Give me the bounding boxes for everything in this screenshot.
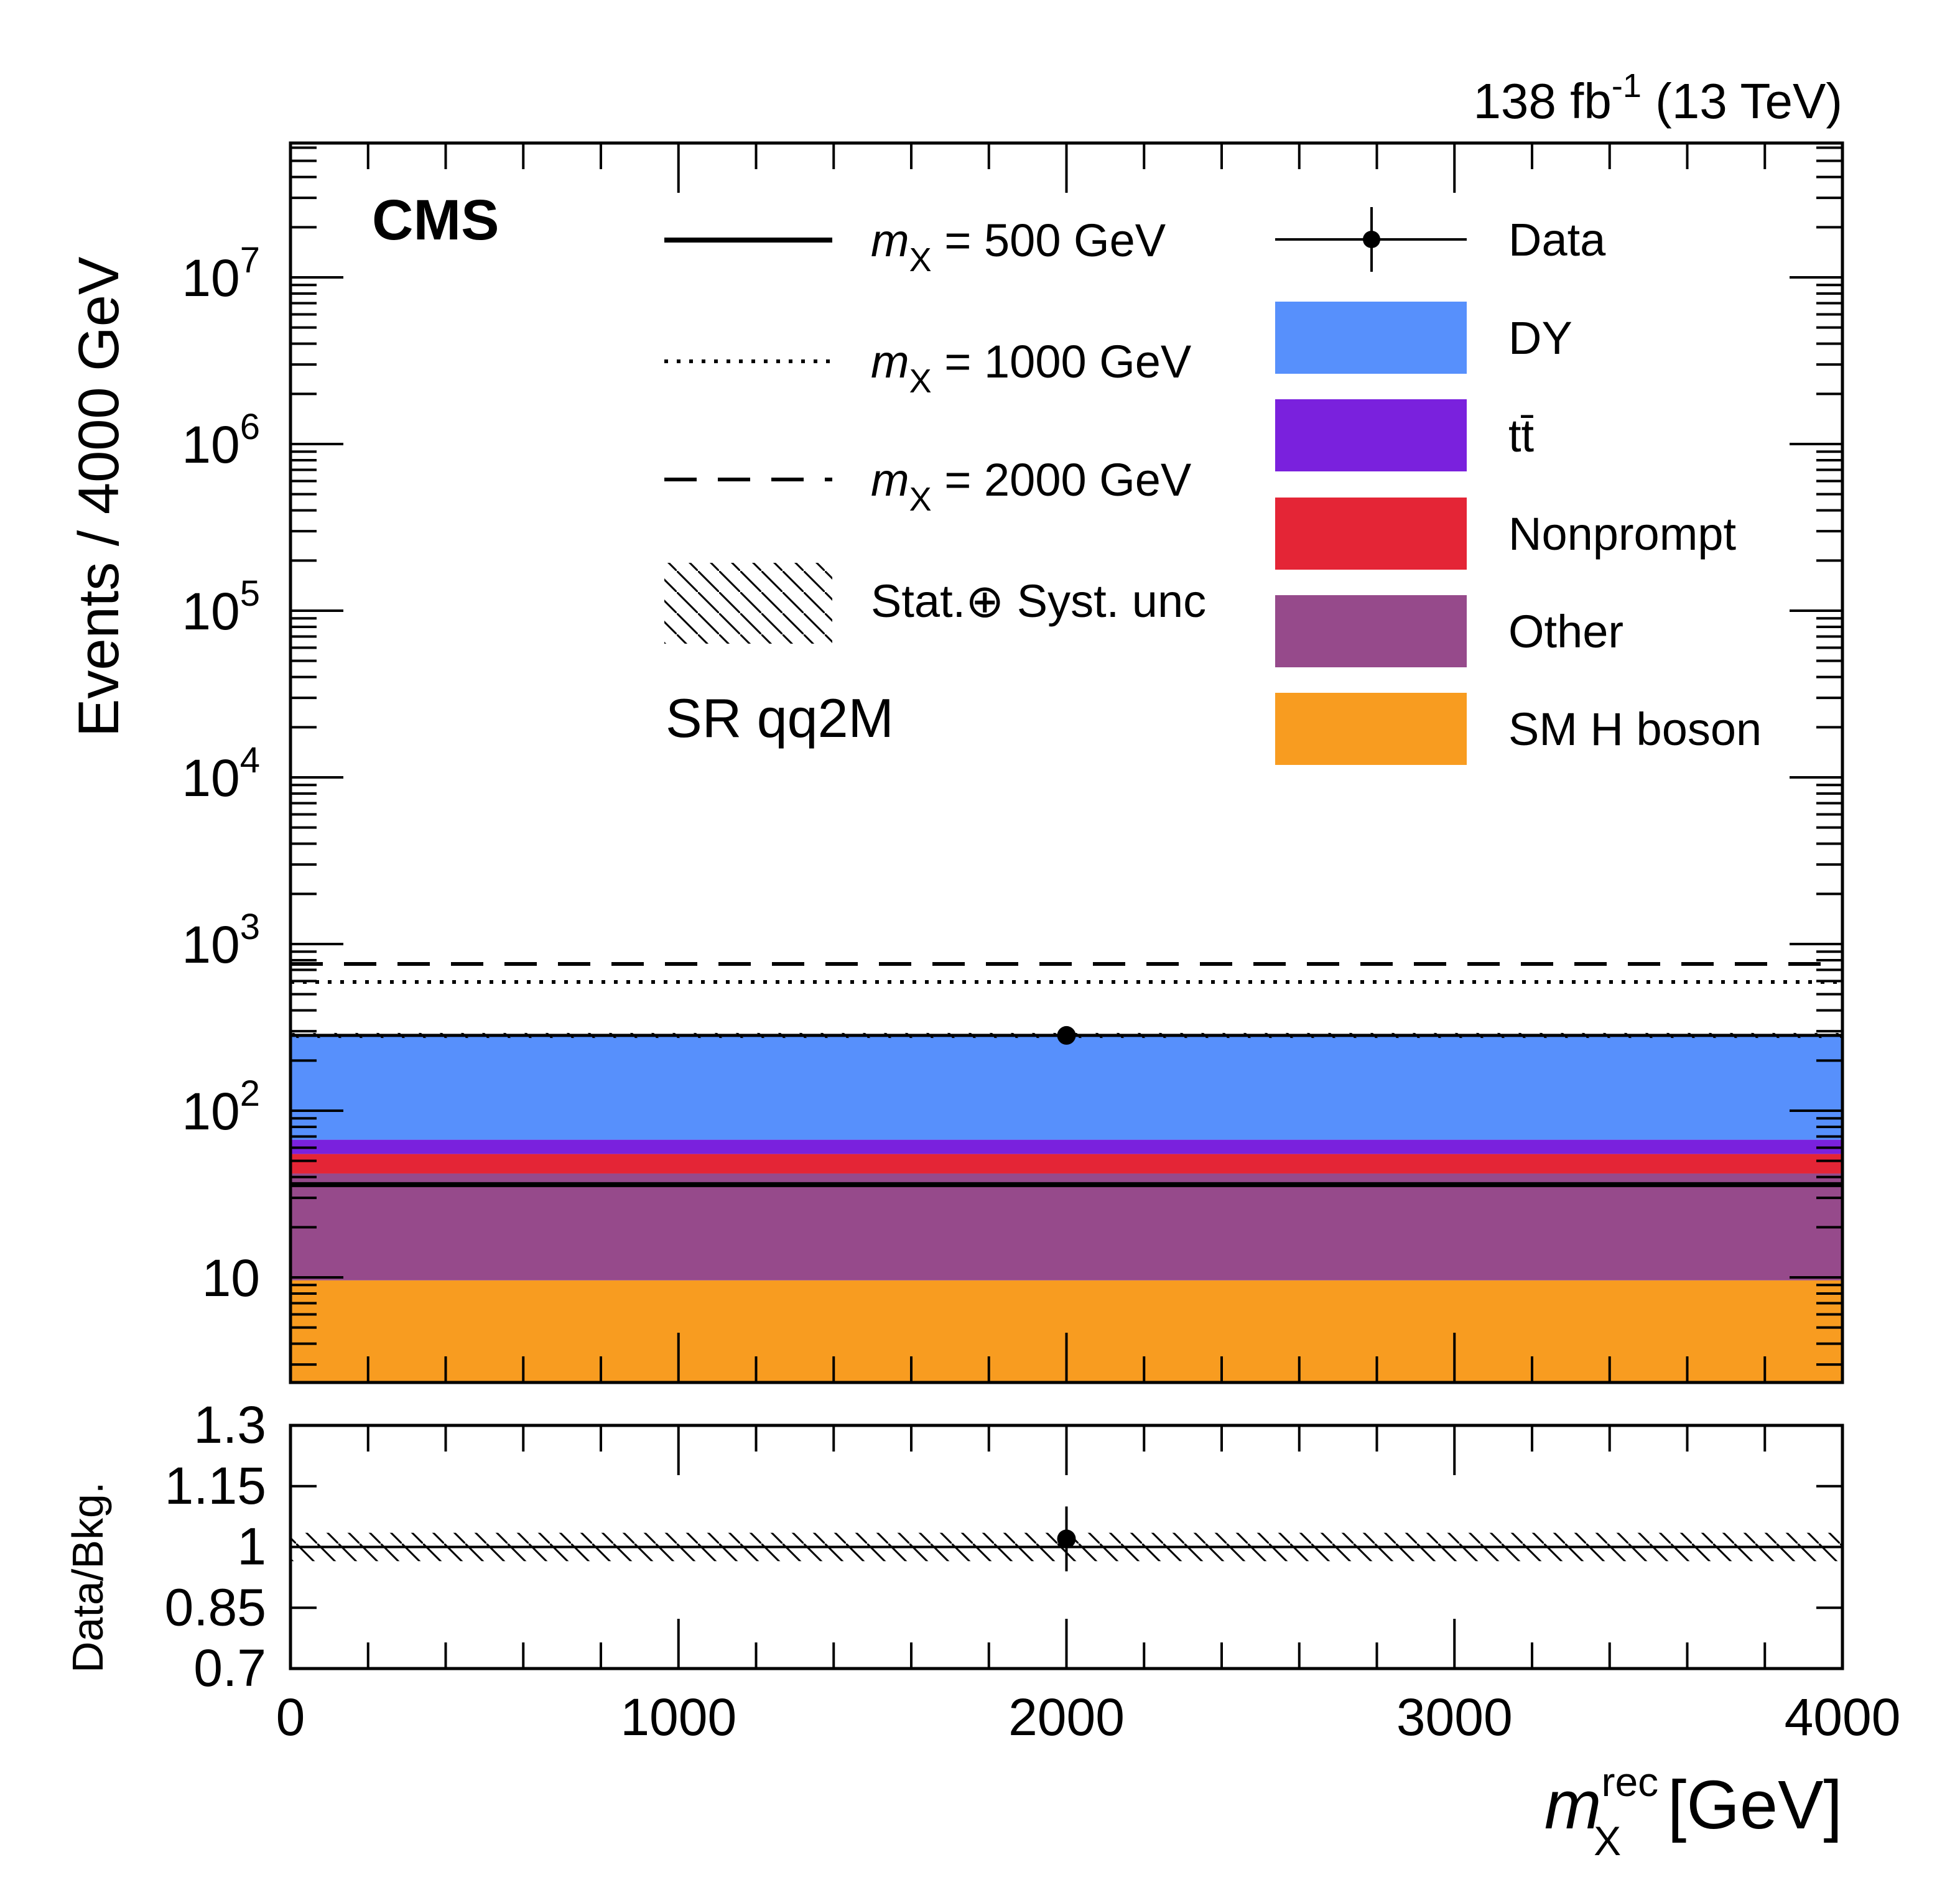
bar-dy — [290, 1035, 1842, 1140]
legend-swatch-nonprompt — [1275, 498, 1467, 570]
x-tick-label: 1000 — [620, 1688, 736, 1746]
legend-label: Stat.⊕ Syst. unc — [871, 575, 1206, 627]
x-tick-label: 0 — [276, 1688, 305, 1746]
legend-label: mX = 500 GeV — [871, 215, 1166, 279]
legend-label: SM H boson — [1508, 703, 1762, 755]
data-point — [1057, 1026, 1076, 1045]
legend-label: DY — [1508, 312, 1572, 364]
lumi-label: 138 fb-1 (13 TeV) — [1473, 67, 1842, 129]
y-tick-label: 104 — [182, 740, 260, 807]
y-tick-label: 105 — [182, 573, 260, 641]
ratio-y-axis-title: Data/Bkg. — [63, 1482, 112, 1673]
x-tick-label: 4000 — [1785, 1688, 1901, 1746]
y-tick-label: 103 — [182, 907, 260, 974]
legend-swatch-other — [1275, 595, 1467, 667]
x-tick-label: 2000 — [1008, 1688, 1125, 1746]
x-axis-title: mrec X [GeV] — [1544, 1759, 1842, 1864]
ratio-y-tick-label: 1 — [237, 1517, 266, 1576]
y-tick-label: 106 — [182, 407, 260, 474]
ratio-y-tick-label: 0.85 — [165, 1578, 267, 1636]
ratio-y-tick-label: 1.15 — [165, 1456, 267, 1515]
legend-hatch-swatch — [664, 563, 832, 644]
legend-label: mX = 1000 GeV — [871, 336, 1192, 400]
bar-nonprompt — [290, 1154, 1842, 1174]
legend-label: tt̄ — [1508, 410, 1535, 461]
y-tick-label: 102 — [182, 1073, 260, 1141]
ratio-plot-area — [290, 1506, 1842, 1572]
legend-swatch-tt- — [1275, 399, 1467, 471]
legend: mX = 500 GeV mX = 1000 GeV mX = 2000 GeV St… — [664, 207, 1762, 765]
bar-tt- — [290, 1139, 1842, 1154]
region-label: SR qq2M — [666, 687, 894, 749]
bar-other — [290, 1173, 1842, 1280]
legend-label: Other — [1508, 606, 1623, 657]
ratio-point — [1057, 1529, 1076, 1549]
legend-label: Data — [1508, 214, 1606, 266]
legend-label: Nonprompt — [1508, 508, 1737, 560]
y-tick-label: 10 — [202, 1249, 260, 1307]
ratio-y-tick-label: 0.7 — [193, 1639, 266, 1697]
legend-data-marker — [1363, 231, 1380, 248]
experiment-label: CMS — [372, 188, 499, 252]
x-tick-label: 3000 — [1396, 1688, 1513, 1746]
y-axis-title: Events / 4000 GeV — [67, 257, 131, 737]
legend-swatch-dy — [1275, 302, 1467, 374]
legend-label: mX = 2000 GeV — [871, 454, 1192, 518]
ratio-y-tick-label: 1.3 — [193, 1396, 266, 1454]
y-tick-label: 107 — [182, 240, 260, 307]
labels: 138 fb-1 (13 TeV) CMS SR qq2M Events / 4… — [63, 67, 1842, 1864]
plot-area — [290, 961, 1842, 1382]
legend-swatch-sm-h-boson — [1275, 693, 1467, 765]
main-panel: 10 102 103 104 105 106 107 — [182, 141, 1844, 1384]
